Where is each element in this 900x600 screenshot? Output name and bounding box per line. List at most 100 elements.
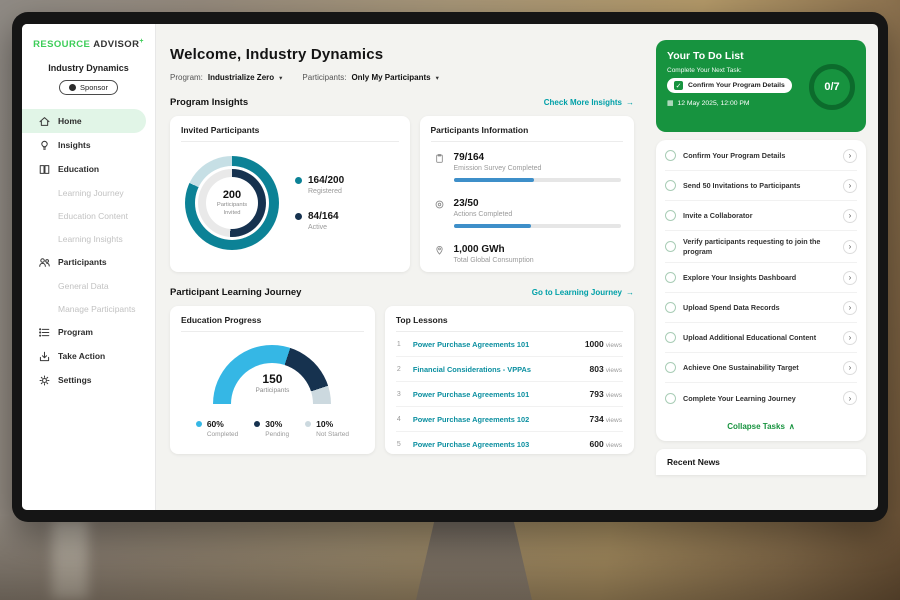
participants-filter-value: Only My Participants <box>351 73 431 82</box>
org-name: Industry Dynamics <box>48 63 129 74</box>
task-row-upload-spend-data[interactable]: Upload Spend Data Records › <box>665 293 857 324</box>
lesson-row: 1 Power Purchase Agreements 101 1000 view… <box>395 332 623 357</box>
recent-news-header: Recent News <box>656 449 866 476</box>
chevron-right-icon[interactable]: › <box>843 208 857 223</box>
sponsor-badge[interactable]: Sponsor <box>59 80 118 96</box>
logo-resource: RESOURCE <box>33 39 91 51</box>
sponsor-badge-label: Sponsor <box>80 83 108 93</box>
task-row-send-invitations[interactable]: Send 50 Invitations to Participants › <box>665 171 857 201</box>
chevron-right-icon[interactable]: › <box>843 148 857 163</box>
chevron-right-icon[interactable]: › <box>843 330 857 345</box>
location-pin-icon <box>433 245 446 256</box>
monitor-stand <box>416 520 532 600</box>
legend-dot-navy <box>295 213 302 220</box>
clipboard-icon <box>433 153 446 164</box>
task-row-explore-insights[interactable]: Explore Your Insights Dashboard › <box>665 263 857 294</box>
chevron-right-icon[interactable]: › <box>843 178 857 193</box>
task-checkbox[interactable] <box>665 210 676 221</box>
sidebar-item-insights[interactable]: Insights <box>22 133 155 157</box>
card-title: Top Lessons <box>395 315 623 332</box>
home-icon <box>37 115 51 128</box>
task-row-achieve-target[interactable]: Achieve One Sustainability Target › <box>665 353 857 384</box>
sidebar-item-education-content[interactable]: Education Content <box>22 204 155 227</box>
arrow-right-icon: → <box>626 288 634 297</box>
sidebar-item-take-action[interactable]: Take Action <box>22 344 155 368</box>
program-filter[interactable]: Program: Industrialize Zero ▾ <box>170 73 282 82</box>
participants-filter[interactable]: Participants: Only My Participants ▾ <box>302 73 438 82</box>
emission-survey-progress-bar <box>453 178 621 182</box>
program-filter-value: Industrialize Zero <box>207 73 275 82</box>
gauge-legend: 60% Completed 30% Pending <box>195 419 349 438</box>
task-checkbox[interactable] <box>665 362 676 374</box>
chevron-right-icon[interactable]: › <box>843 391 857 406</box>
sidebar-item-label: Settings <box>58 375 92 386</box>
app-window: RESOURCE ADVISOR+ Industry Dynamics Spon… <box>22 24 878 510</box>
card-title: Participants Information <box>430 125 623 142</box>
todo-due-date: ▦ 12 May 2025, 12:00 PM <box>667 99 750 108</box>
task-row-confirm-program[interactable]: Confirm Your Program Details › <box>665 141 857 171</box>
chevron-right-icon[interactable]: › <box>843 360 857 375</box>
sidebar: RESOURCE ADVISOR+ Industry Dynamics Spon… <box>22 24 156 510</box>
sidebar-item-label: Program <box>58 327 93 338</box>
section-title-program-insights: Program Insights <box>170 97 249 108</box>
sidebar-item-participants[interactable]: Participants <box>22 250 155 274</box>
task-checkbox[interactable] <box>665 392 676 404</box>
next-task-pill[interactable]: ✓ Confirm Your Program Details <box>667 78 792 93</box>
sidebar-item-label: General Data <box>58 280 109 291</box>
sidebar-item-program[interactable]: Program <box>22 320 155 344</box>
legend-item-completed: 60% Completed <box>195 419 238 438</box>
sidebar-item-label: Learning Journey <box>58 187 124 198</box>
donut-legend: 164/200 Registered 84/164 Active <box>295 175 344 231</box>
chevron-down-icon: ▾ <box>279 74 283 82</box>
desk-shadow <box>0 515 900 600</box>
chevron-right-icon[interactable]: › <box>843 270 857 285</box>
task-row-complete-learning-journey[interactable]: Complete Your Learning Journey › <box>665 383 857 413</box>
task-checkbox[interactable] <box>665 332 676 344</box>
legend-dot-teal <box>295 177 302 184</box>
sidebar-item-learning-journey[interactable]: Learning Journey <box>22 181 155 204</box>
sidebar-item-label: Participants <box>58 257 107 268</box>
todo-title: Your To Do List <box>667 50 744 62</box>
main-content: Welcome, Industry Dynamics Program: Indu… <box>156 24 646 510</box>
info-row-actions: 23/50 Actions Completed <box>431 188 623 234</box>
sidebar-item-learning-insights[interactable]: Learning Insights <box>22 227 155 250</box>
legend-item-not-started: 10% Not Started <box>305 419 349 438</box>
info-row-consumption: 1,000 GWh Total Global Consumption <box>431 234 623 270</box>
action-download-icon <box>37 350 51 363</box>
sponsor-icon <box>69 84 77 92</box>
sidebar-item-education[interactable]: Education <box>22 157 155 181</box>
list-icon <box>37 326 51 339</box>
page-title: Welcome, Industry Dynamics <box>170 46 384 63</box>
lesson-link[interactable]: Power Purchase Agreements 101 <box>412 389 530 399</box>
task-checkbox[interactable] <box>665 150 676 161</box>
task-row-invite-collaborator[interactable]: Invite a Collaborator › <box>665 201 857 231</box>
task-list-card: Confirm Your Program Details › Send 50 I… <box>656 140 866 442</box>
sidebar-item-general-data[interactable]: General Data <box>22 274 155 297</box>
task-checkbox[interactable] <box>665 302 676 314</box>
task-checkbox[interactable] <box>665 241 676 253</box>
filter-bar: Program: Industrialize Zero ▾ Participan… <box>170 73 634 82</box>
chevron-right-icon[interactable]: › <box>843 239 857 254</box>
task-row-verify-participants[interactable]: Verify participants requesting to join t… <box>665 231 857 264</box>
lesson-link[interactable]: Power Purchase Agreements 102 <box>412 414 530 424</box>
chevron-right-icon[interactable]: › <box>843 300 857 315</box>
legend-item-registered: 164/200 Registered <box>295 175 344 195</box>
lesson-link[interactable]: Power Purchase Agreements 101 <box>412 339 530 349</box>
lesson-link[interactable]: Power Purchase Agreements 103 <box>412 439 530 449</box>
task-row-upload-educational-content[interactable]: Upload Additional Educational Content › <box>665 323 857 354</box>
lightbulb-icon <box>37 139 51 152</box>
task-checkbox[interactable] <box>665 180 676 191</box>
go-to-learning-journey-link[interactable]: Go to Learning Journey → <box>531 288 634 297</box>
collapse-tasks-button[interactable]: Collapse Tasks ∧ <box>727 422 795 432</box>
education-progress-gauge-chart: 150 Participants <box>213 345 332 405</box>
lesson-link[interactable]: Financial Considerations - VPPAs <box>412 364 531 374</box>
sidebar-item-label: Take Action <box>58 351 106 362</box>
check-more-insights-link[interactable]: Check More Insights → <box>543 98 634 107</box>
task-checkbox[interactable] <box>665 272 676 284</box>
sidebar-item-settings[interactable]: Settings <box>22 368 155 392</box>
card-title: Education Progress <box>181 315 364 332</box>
sidebar-item-manage-participants[interactable]: Manage Participants <box>22 297 155 320</box>
invited-participants-card: Invited Participants 200 Participants In… <box>170 116 410 272</box>
sidebar-item-home[interactable]: Home <box>22 109 146 134</box>
